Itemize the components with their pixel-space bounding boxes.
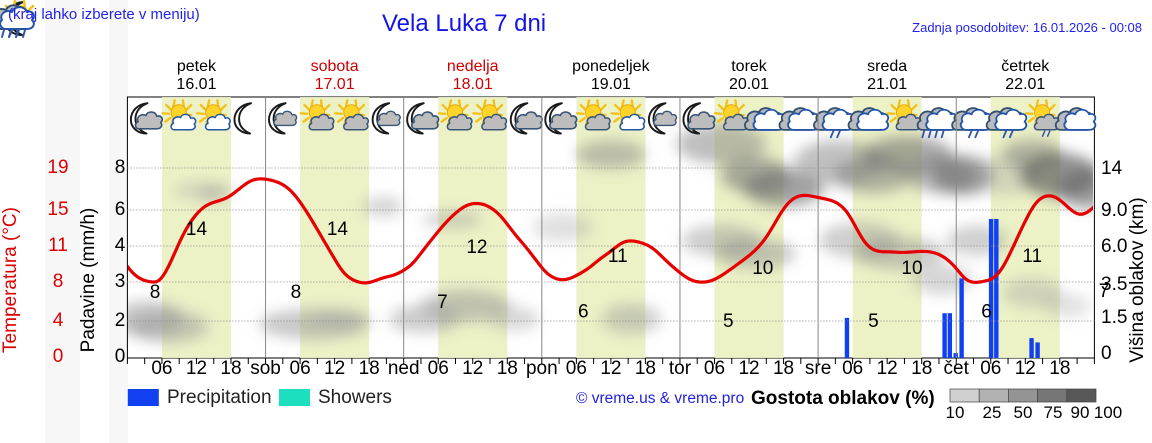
svg-text:18: 18 <box>1049 358 1070 379</box>
svg-text:10: 10 <box>901 258 922 279</box>
svg-text:0: 0 <box>1101 343 1112 364</box>
svg-text:sre: sre <box>805 358 831 379</box>
svg-text:ned: ned <box>388 358 420 379</box>
svg-text:75: 75 <box>1044 403 1063 422</box>
svg-text:12: 12 <box>186 358 207 379</box>
svg-text:25: 25 <box>983 403 1002 422</box>
svg-text:© vreme.us & vreme.pro: © vreme.us & vreme.pro <box>576 390 744 407</box>
svg-text:18: 18 <box>220 358 241 379</box>
svg-text:12: 12 <box>738 358 759 379</box>
svg-text:15: 15 <box>47 199 68 220</box>
svg-text:06: 06 <box>980 358 1001 379</box>
svg-text:Showers: Showers <box>318 387 392 408</box>
svg-text:Gostota oblakov (%): Gostota oblakov (%) <box>751 388 935 409</box>
svg-text:10: 10 <box>752 258 773 279</box>
svg-text:12: 12 <box>466 237 487 258</box>
svg-text:1.5: 1.5 <box>1101 307 1127 328</box>
svg-text:5: 5 <box>868 311 879 332</box>
svg-text:50: 50 <box>1014 403 1033 422</box>
svg-text:18: 18 <box>359 358 380 379</box>
svg-text:18: 18 <box>773 358 794 379</box>
svg-text:tor: tor <box>669 358 692 379</box>
svg-text:2: 2 <box>115 310 126 331</box>
svg-text:Temperatura (°C): Temperatura (°C) <box>0 207 21 353</box>
svg-text:8: 8 <box>150 282 161 303</box>
svg-text:3: 3 <box>115 271 126 292</box>
svg-text:18: 18 <box>911 358 932 379</box>
svg-text:06: 06 <box>566 358 587 379</box>
svg-text:18: 18 <box>497 358 518 379</box>
svg-text:14: 14 <box>186 219 208 240</box>
svg-text:4: 4 <box>53 310 64 331</box>
svg-text:9.0: 9.0 <box>1101 200 1127 221</box>
svg-text:6: 6 <box>578 302 589 323</box>
svg-text:06: 06 <box>842 358 863 379</box>
svg-text:8: 8 <box>291 282 302 303</box>
svg-text:19: 19 <box>47 157 68 178</box>
svg-text:6: 6 <box>981 302 992 323</box>
svg-text:14: 14 <box>1101 158 1123 179</box>
svg-text:14: 14 <box>327 219 349 240</box>
svg-text:7: 7 <box>437 292 448 313</box>
svg-text:12: 12 <box>462 358 483 379</box>
svg-text:12: 12 <box>600 358 621 379</box>
svg-text:12: 12 <box>877 358 898 379</box>
svg-text:Višina oblakov (km): Višina oblakov (km) <box>1127 197 1148 362</box>
svg-text:pon: pon <box>526 358 558 379</box>
svg-text:4: 4 <box>115 235 126 256</box>
svg-text:čet: čet <box>944 358 970 379</box>
svg-text:6.0: 6.0 <box>1101 236 1127 257</box>
svg-text:90: 90 <box>1071 403 1090 422</box>
svg-text:100: 100 <box>1094 403 1122 422</box>
svg-text:Padavine (mm/h): Padavine (mm/h) <box>78 208 99 353</box>
svg-text:5: 5 <box>723 311 734 332</box>
svg-text:06: 06 <box>290 358 311 379</box>
svg-text:06: 06 <box>151 358 172 379</box>
svg-text:sob: sob <box>250 358 281 379</box>
svg-text:10: 10 <box>946 403 965 422</box>
svg-text:18: 18 <box>635 358 656 379</box>
svg-text:06: 06 <box>704 358 725 379</box>
svg-text:11: 11 <box>1022 246 1042 267</box>
svg-text:0: 0 <box>53 346 64 367</box>
svg-text:06: 06 <box>428 358 449 379</box>
svg-text:8: 8 <box>115 157 126 178</box>
svg-text:8: 8 <box>53 271 64 292</box>
svg-text:3.5: 3.5 <box>1101 274 1127 295</box>
svg-text:Precipitation: Precipitation <box>167 387 272 408</box>
svg-text:11: 11 <box>608 246 628 267</box>
svg-text:11: 11 <box>48 235 68 256</box>
svg-text:12: 12 <box>324 358 345 379</box>
svg-text:6: 6 <box>115 199 126 220</box>
svg-text:12: 12 <box>1015 358 1036 379</box>
svg-text:0: 0 <box>115 346 126 367</box>
